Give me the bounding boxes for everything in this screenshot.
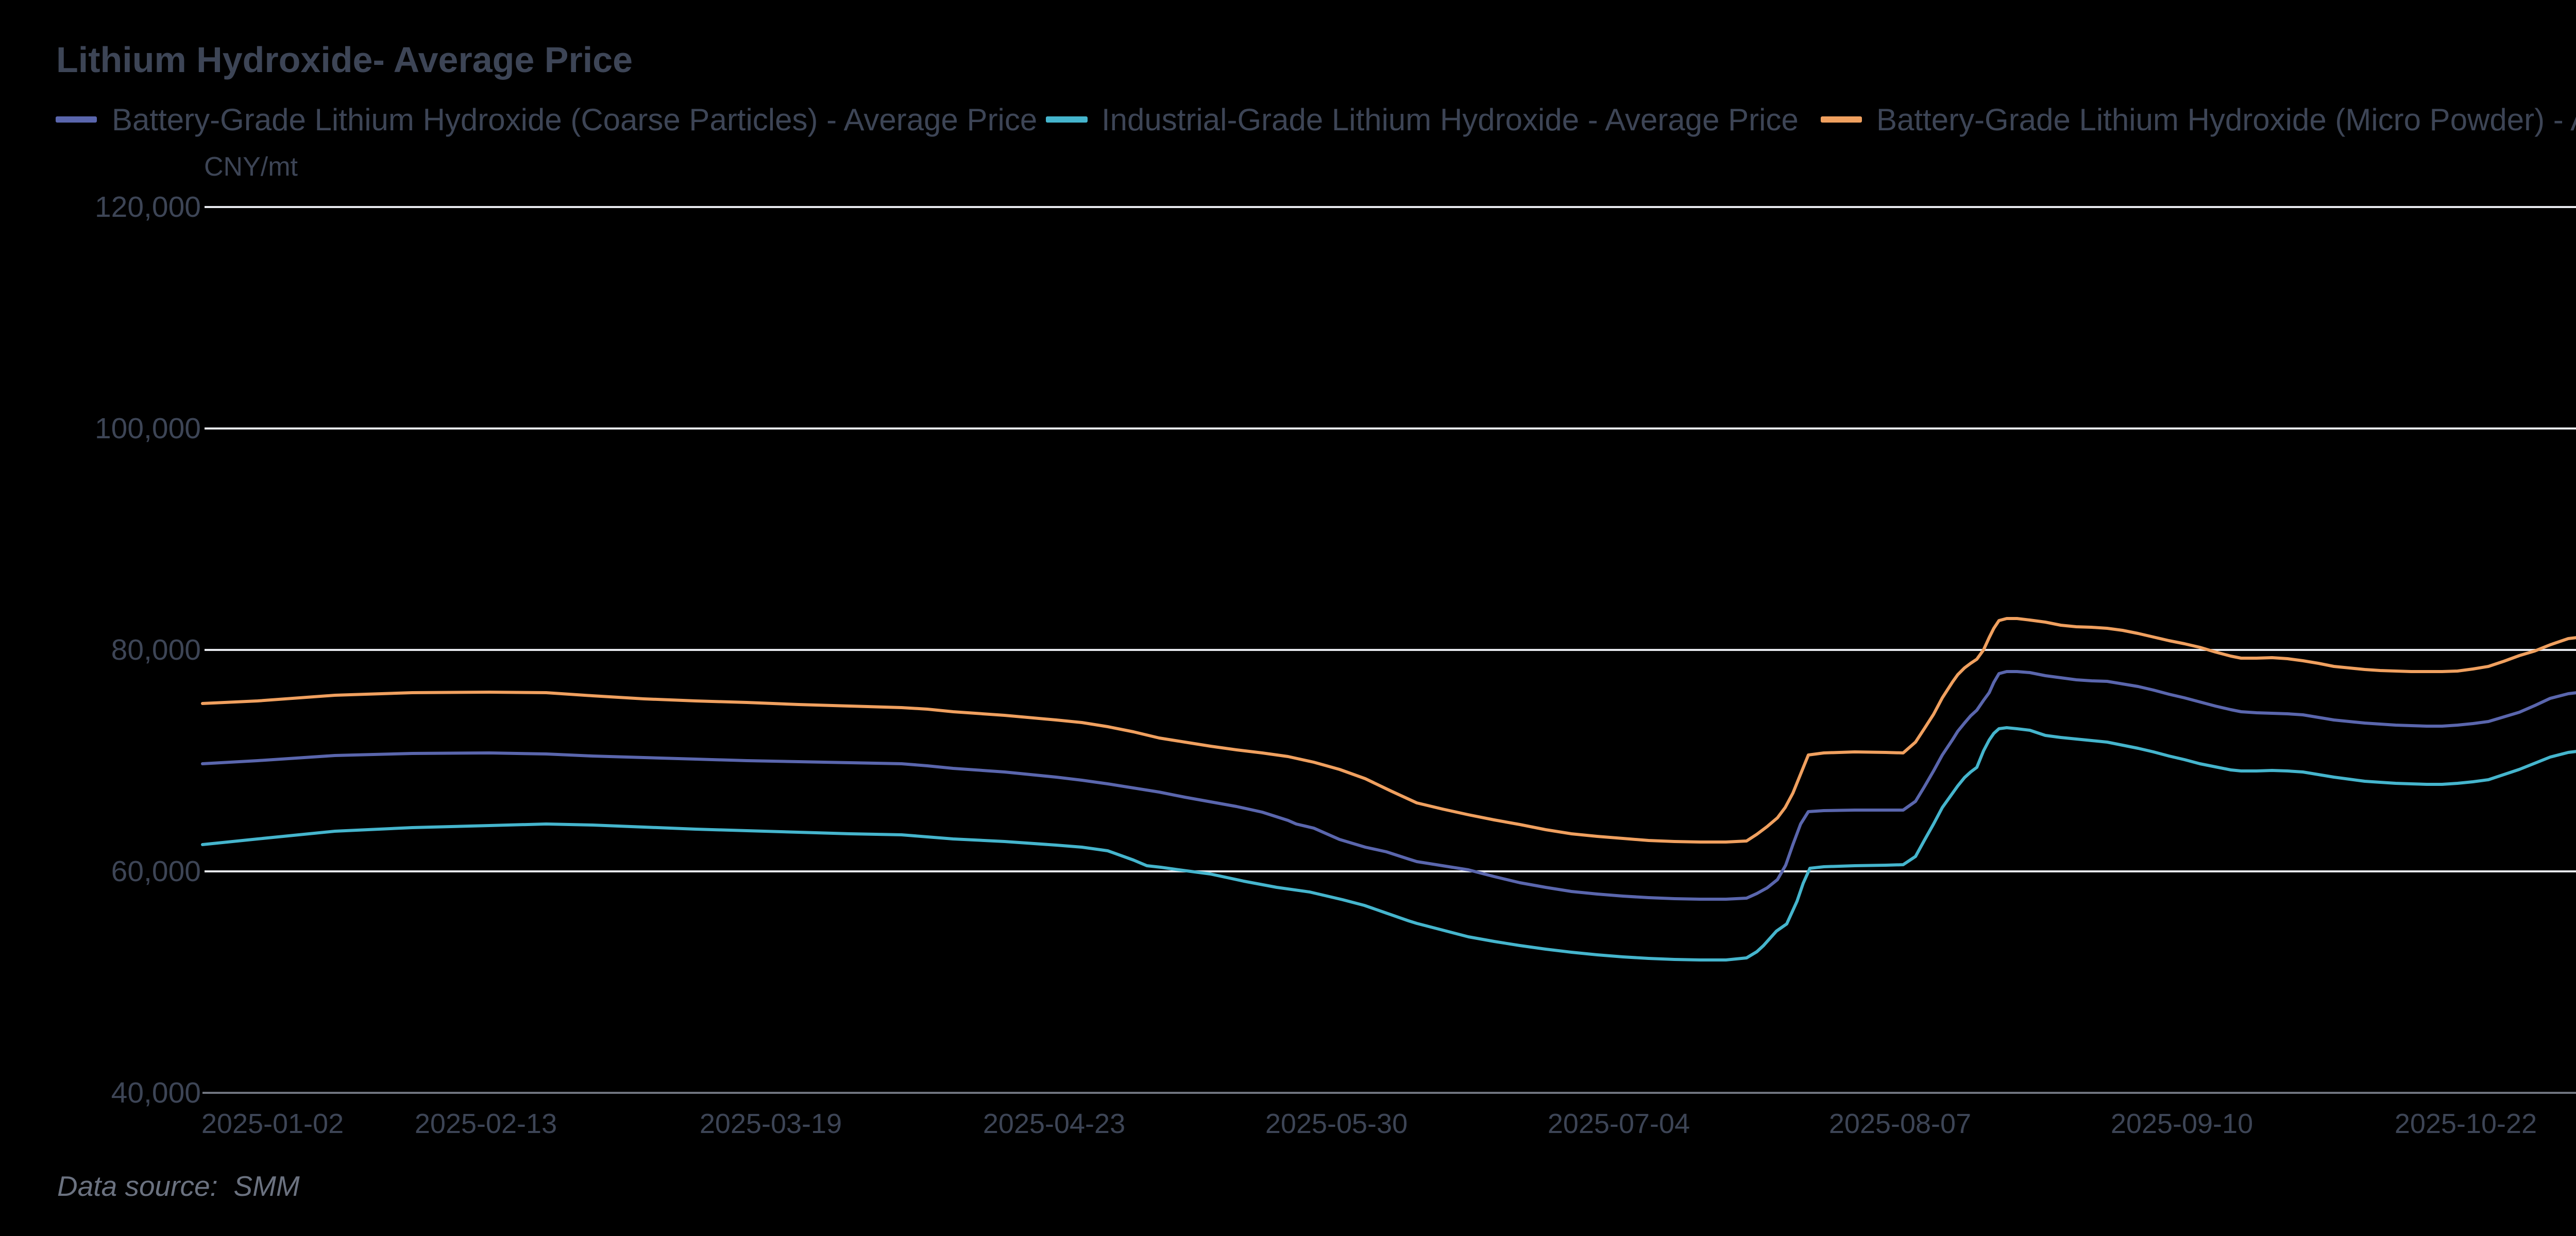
svg-text:2025-04-23: 2025-04-23 bbox=[983, 1108, 1125, 1139]
svg-text:2025-09-10: 2025-09-10 bbox=[2111, 1108, 2253, 1139]
svg-text:60,000: 60,000 bbox=[111, 855, 201, 888]
svg-text:Battery-Grade Lithium Hydroxid: Battery-Grade Lithium Hydroxide (Coarse … bbox=[112, 102, 1037, 137]
svg-text:2025-05-30: 2025-05-30 bbox=[1265, 1108, 1408, 1139]
svg-text:80,000: 80,000 bbox=[111, 633, 201, 666]
svg-text:2025-02-13: 2025-02-13 bbox=[415, 1108, 557, 1139]
svg-text:100,000: 100,000 bbox=[95, 412, 201, 445]
svg-text:2025-01-02: 2025-01-02 bbox=[201, 1108, 344, 1139]
svg-text:CNY/mt: CNY/mt bbox=[204, 152, 298, 182]
svg-text:2025-10-22: 2025-10-22 bbox=[2395, 1108, 2537, 1139]
svg-text:2025-07-04: 2025-07-04 bbox=[1548, 1108, 1690, 1139]
svg-text:Battery-Grade Lithium Hydroxid: Battery-Grade Lithium Hydroxide (Micro P… bbox=[1876, 102, 2576, 137]
svg-text:Lithium Hydroxide- Average Pri: Lithium Hydroxide- Average Price bbox=[56, 40, 633, 80]
svg-text:2025-03-19: 2025-03-19 bbox=[700, 1108, 842, 1139]
svg-text:120,000: 120,000 bbox=[95, 191, 201, 224]
svg-text:Data source: SMM: Data source: SMM bbox=[57, 1170, 300, 1202]
svg-text:Industrial-Grade Lithium Hydro: Industrial-Grade Lithium Hydroxide - Ave… bbox=[1101, 102, 1799, 137]
svg-text:2025-08-07: 2025-08-07 bbox=[1829, 1108, 1971, 1139]
svg-text:40,000: 40,000 bbox=[111, 1076, 201, 1109]
